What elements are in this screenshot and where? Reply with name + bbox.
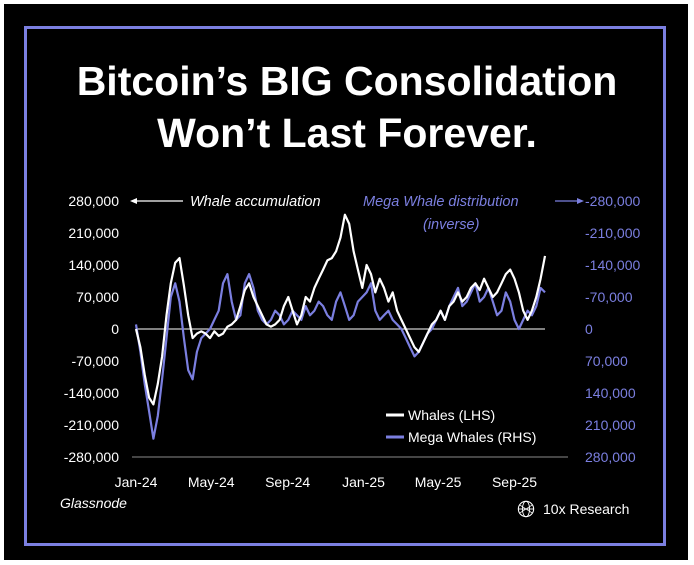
- y-left-tick-label: -140,000: [64, 385, 119, 401]
- x-tick-label: Jan-25: [342, 474, 385, 490]
- legend-label-whales: Whales (LHS): [408, 407, 495, 423]
- annotation-left: Whale accumulation: [130, 194, 321, 210]
- annotation-left-text: Whale accumulation: [190, 194, 321, 210]
- annotation-right-subtext: (inverse): [423, 217, 479, 233]
- y-right-tick-label: 210,000: [585, 417, 636, 433]
- x-tick-label: Sep-25: [492, 474, 537, 490]
- x-tick-label: May-25: [415, 474, 462, 490]
- y-left-tick-label: -280,000: [64, 449, 119, 465]
- series-line-whales: [134, 213, 547, 406]
- y-right-tick-label: 280,000: [585, 449, 636, 465]
- y-left-tick-label: -210,000: [64, 417, 119, 433]
- y-right-tick-label: -210,000: [585, 225, 640, 241]
- brand-name: 10x Research: [543, 501, 630, 517]
- y-left-tick-label: 70,000: [76, 289, 119, 305]
- y-left-tick-label: 280,000: [68, 193, 119, 209]
- x-tick-label: May-24: [188, 474, 235, 490]
- brand: 10x Research: [517, 500, 629, 518]
- chart-frame: [4, 4, 688, 560]
- y-axis-right: -280,000 -210,000 -140,000 -70,000 0 70,000 14…: [585, 193, 640, 465]
- annotation-left-arrowhead: [130, 198, 137, 204]
- annotation-right-arrowhead: [577, 198, 584, 204]
- y-axis-left: 280,000 210,000 140,000 70,000 0 -70,000 -140,…: [64, 193, 119, 465]
- y-right-tick-label: 140,000: [585, 385, 636, 401]
- y-left-tick-label: -70,000: [72, 353, 120, 369]
- y-right-tick-label: 70,000: [585, 353, 628, 369]
- y-left-tick-label: 210,000: [68, 225, 119, 241]
- legend: Whales (LHS) Mega Whales (RHS): [386, 407, 536, 445]
- x-tick-label: Sep-24: [265, 474, 310, 490]
- y-right-tick-label: 0: [585, 321, 593, 337]
- chart-title-line-2: Won’t Last Forever.: [157, 110, 537, 156]
- x-axis: Jan-24 May-24 Sep-24 Jan-25 May-25 Sep-25: [115, 474, 538, 490]
- y-right-tick-label: -280,000: [585, 193, 640, 209]
- chart-title-line-1: Bitcoin’s BIG Consolidation: [76, 58, 618, 104]
- x-tick-label: Jan-24: [115, 474, 158, 490]
- y-right-tick-label: -140,000: [585, 257, 640, 273]
- series-line-mega-whales: [134, 273, 546, 440]
- annotation-right: Mega Whale distribution (inverse): [363, 194, 584, 233]
- globe-mesh-icon: [517, 500, 535, 518]
- annotation-right-text: Mega Whale distribution: [363, 194, 519, 210]
- legend-label-mega-whales: Mega Whales (RHS): [408, 429, 536, 445]
- chart-border: [24, 26, 666, 546]
- source-label: Glassnode: [60, 495, 127, 511]
- y-right-tick-label: -70,000: [585, 289, 633, 305]
- y-left-tick-label: 140,000: [68, 257, 119, 273]
- y-left-tick-label: 0: [111, 321, 119, 337]
